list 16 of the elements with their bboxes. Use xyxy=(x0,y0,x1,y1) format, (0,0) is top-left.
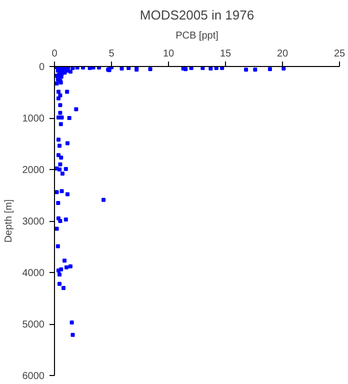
x-tick-label: 25 xyxy=(334,48,346,60)
y-tick-label: 3000 xyxy=(22,216,45,228)
y-tick-label: 0 xyxy=(38,62,45,73)
chart-title: MODS2005 in 1976 xyxy=(140,8,254,22)
x-tick-label: 5 xyxy=(108,48,115,60)
x-tick-label: 10 xyxy=(162,48,174,60)
x-tick-label: 15 xyxy=(220,48,232,60)
x-tick-label: 20 xyxy=(276,48,288,60)
x-tick-label: 0 xyxy=(52,48,58,60)
y-axis-title: Depth [m] xyxy=(3,199,14,243)
x-axis-title: PCB [ppt] xyxy=(176,30,219,42)
y-tick-label: 6000 xyxy=(22,371,45,382)
y-tick-label: 1000 xyxy=(22,114,45,124)
y-tick-label: 2000 xyxy=(22,165,45,176)
y-tick-label: 5000 xyxy=(22,320,45,330)
y-tick-label: 4000 xyxy=(22,268,45,279)
